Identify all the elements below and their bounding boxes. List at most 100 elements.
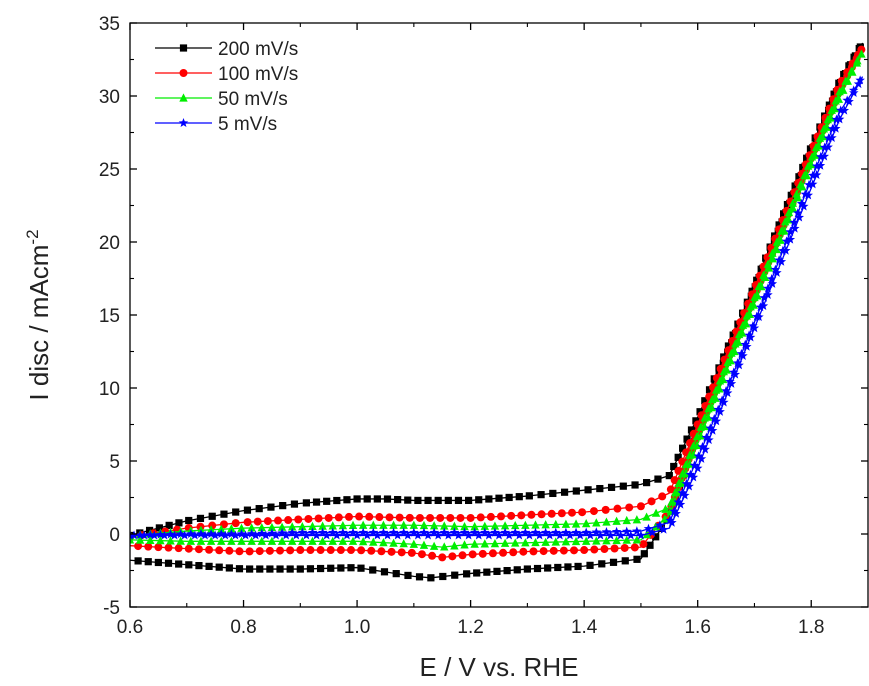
data-point-100-mv-s: [334, 513, 343, 522]
data-point-100-mv-s: [415, 513, 424, 522]
data-point-200-mv-s: [279, 502, 287, 510]
data-point-5-mv-s: [707, 425, 718, 435]
data-point-50-mv-s: [642, 512, 651, 521]
data-point-100-mv-s: [284, 516, 293, 525]
data-point-200-mv-s: [503, 567, 511, 575]
data-point-50-mv-s: [429, 521, 439, 530]
data-point-5-mv-s: [689, 460, 700, 470]
data-point-5-mv-s: [301, 530, 312, 540]
data-point-50-mv-s: [348, 520, 358, 529]
data-point-200-mv-s: [533, 564, 542, 573]
ticks-layer: 0.6 0.8 1.0 1.2 1.4 1.6 1.8 -5 0 5 10 15 20 25 30 35: [99, 14, 868, 638]
data-point-50-mv-s: [419, 540, 429, 549]
data-point-50-mv-s: [277, 536, 287, 545]
data-point-5-mv-s: [713, 404, 723, 414]
data-point-5-mv-s: [665, 515, 675, 525]
data-point-200-mv-s: [621, 557, 629, 565]
legend-item-200-mv-s: 200 mV/s: [155, 39, 298, 60]
data-point-200-mv-s: [255, 505, 263, 513]
data-point-200-mv-s: [353, 495, 361, 503]
legend-label: 50 mV/s: [218, 89, 288, 110]
data-point-5-mv-s: [267, 528, 277, 538]
data-point-200-mv-s: [333, 496, 341, 505]
data-point-50-mv-s: [757, 282, 766, 291]
data-point-5-mv-s: [494, 530, 504, 540]
data-point-100-mv-s: [296, 546, 305, 555]
data-point-50-mv-s: [814, 141, 824, 150]
data-point-5-mv-s: [815, 160, 826, 170]
data-point-100-mv-s: [314, 514, 323, 523]
data-point-5-mv-s: [827, 123, 838, 133]
data-point-200-mv-s: [464, 496, 473, 505]
data-point-5-mv-s: [409, 527, 419, 537]
data-point-100-mv-s: [205, 545, 214, 554]
data-point-5-mv-s: [834, 114, 845, 124]
data-point-200-mv-s: [584, 486, 592, 494]
data-point-100-mv-s: [527, 510, 536, 519]
data-point-5-mv-s: [754, 312, 764, 322]
data-point-200-mv-s: [665, 472, 673, 480]
data-point-5-mv-s: [763, 283, 773, 293]
data-point-100-mv-s: [559, 546, 568, 555]
data-point-5-mv-s: [530, 527, 541, 537]
data-point-100-mv-s: [658, 492, 667, 501]
data-point-200-mv-s: [427, 574, 435, 582]
data-point-5-mv-s: [514, 530, 525, 540]
data-point-200-mv-s: [208, 512, 216, 520]
data-point-50-mv-s: [338, 536, 348, 545]
data-point-5-mv-s: [721, 385, 731, 395]
data-point-5-mv-s: [785, 226, 796, 236]
data-point-50-mv-s: [227, 524, 236, 533]
data-point-200-mv-s: [586, 561, 594, 569]
data-point-50-mv-s: [369, 520, 378, 529]
data-point-5-mv-s: [311, 530, 322, 540]
data-point-100-mv-s: [446, 513, 455, 522]
data-point-50-mv-s: [741, 319, 751, 328]
data-point-100-mv-s: [357, 546, 366, 555]
data-point-100-mv-s: [263, 517, 272, 526]
x-tick-label: 1.8: [798, 617, 824, 638]
data-point-5-mv-s: [776, 256, 787, 266]
data-point-5-mv-s: [728, 367, 739, 377]
data-point-5-mv-s: [551, 527, 561, 537]
data-point-200-mv-s: [572, 487, 580, 495]
data-point-5-mv-s: [240, 530, 251, 540]
data-point-5-mv-s: [257, 528, 267, 538]
data-point-5-mv-s: [433, 530, 443, 540]
x-tick-label: 1.6: [684, 617, 710, 638]
y-axis-title-superscript: -2: [23, 229, 42, 244]
data-point-100-mv-s: [395, 513, 404, 522]
data-point-100-mv-s: [154, 543, 163, 552]
data-point-50-mv-s: [661, 504, 670, 513]
data-point-200-mv-s: [306, 565, 315, 573]
data-point-100-mv-s: [670, 476, 679, 485]
data-point-100-mv-s: [625, 503, 634, 512]
data-point-5-mv-s: [220, 530, 231, 540]
data-point-5-mv-s: [473, 530, 484, 540]
data-point-5-mv-s: [372, 530, 383, 540]
data-point-50-mv-s: [830, 104, 840, 113]
data-point-100-mv-s: [448, 552, 457, 561]
data-point-5-mv-s: [169, 530, 180, 540]
data-point-50-mv-s: [166, 536, 175, 545]
data-point-200-mv-s: [266, 565, 274, 573]
data-point-5-mv-s: [555, 530, 565, 540]
data-point-100-mv-s: [316, 546, 325, 555]
data-point-50-mv-s: [277, 522, 287, 531]
data-point-50-mv-s: [660, 514, 670, 523]
data-point-50-mv-s: [450, 541, 459, 550]
data-point-200-mv-s: [640, 550, 648, 558]
data-point-5-mv-s: [575, 530, 585, 540]
data-point-100-mv-s: [476, 513, 485, 522]
legend-item-50-mv-s: 50 mV/s: [155, 89, 288, 110]
data-point-100-mv-s: [458, 551, 467, 560]
data-point-50-mv-s: [450, 521, 459, 530]
data-point-5-mv-s: [504, 530, 514, 540]
data-point-200-mv-s: [674, 453, 682, 461]
data-point-100-mv-s: [438, 553, 447, 562]
data-point-5-mv-s: [419, 527, 429, 537]
data-point-5-mv-s: [839, 105, 850, 115]
data-point-50-mv-s: [511, 538, 520, 547]
legend-item-100-mv-s: 100 mV/s: [155, 64, 298, 85]
data-point-50-mv-s: [440, 542, 449, 551]
